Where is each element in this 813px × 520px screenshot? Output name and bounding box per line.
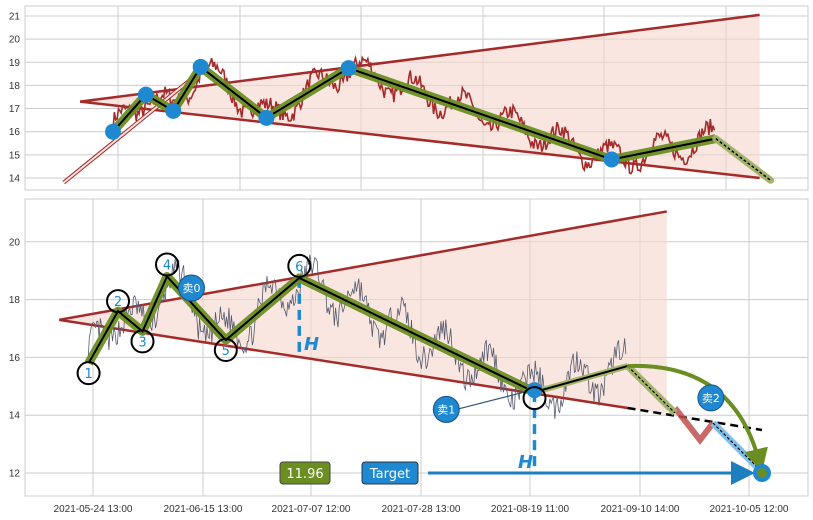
value-badge: 11.96 <box>279 461 331 485</box>
pivot-marker <box>165 102 182 119</box>
x-tick-label: 2021-05-24 13:00 <box>54 504 133 515</box>
wave-line-last <box>534 365 628 394</box>
x-tick-label: 2021-10-05 12:00 <box>710 504 789 515</box>
pivot-circle <box>76 361 101 386</box>
signal-marker <box>432 395 460 423</box>
y-tick-label: 14 <box>9 411 21 422</box>
target-marker-inner <box>757 468 767 478</box>
pivot-label: 5 <box>222 344 230 359</box>
pivot-label: 2 <box>114 295 122 310</box>
signal-label: 卖1 <box>437 403 455 416</box>
pivot-label: 6 <box>295 260 303 275</box>
y-tick-label: 12 <box>9 469 21 480</box>
wave-pivot-2: 2 <box>106 289 130 314</box>
pivot-circle <box>130 329 155 354</box>
y-tick-label: 14 <box>9 173 21 184</box>
signal-marker <box>697 384 725 412</box>
y-tick-label: 18 <box>9 81 21 92</box>
wave-pivot-4: 4 <box>155 252 179 277</box>
pivot-label: 3 <box>138 335 146 350</box>
height-label-1: H <box>304 334 319 355</box>
projection-line-green <box>627 365 676 414</box>
pivot-label: 1 <box>84 367 92 382</box>
pivot-marker <box>258 109 275 126</box>
lower-line-extension <box>627 406 763 432</box>
projection-dip <box>672 406 716 445</box>
pivot-marker <box>526 382 543 399</box>
sell-signal-0: 卖0 <box>178 274 205 302</box>
pivot-marker <box>137 86 154 103</box>
wave-pivot-6: 6 <box>287 253 312 278</box>
y-tick-label: 16 <box>9 127 21 138</box>
x-tick-label: 2021-07-07 12:00 <box>272 504 351 515</box>
y-tick-label: 16 <box>9 353 21 364</box>
y-tick-label: 20 <box>9 237 21 248</box>
x-tick-label: 2021-08-19 11:00 <box>491 504 570 515</box>
pivot-label: 4 <box>163 258 171 273</box>
signal-marker <box>178 274 205 302</box>
wave-pivot-1: 1 <box>76 361 101 386</box>
signal-pointer <box>456 390 529 411</box>
pivot-circle <box>106 289 130 314</box>
pivot-marker <box>105 123 121 140</box>
target-badge: Target <box>361 461 419 485</box>
triangle-upper-line <box>79 13 760 103</box>
trend-arrow <box>63 66 207 184</box>
y-tick-label: 20 <box>9 35 21 46</box>
target-value: 11.96 <box>286 467 323 482</box>
signal-label: 卖0 <box>183 282 201 295</box>
pivot-circle <box>213 338 238 363</box>
y-tick-label: 17 <box>9 104 21 115</box>
pivot-circle <box>522 386 547 411</box>
pivot-circle <box>287 253 312 278</box>
y-tick-label: 21 <box>9 12 21 23</box>
top-panel: 14 15 16 17 18 19 20 21 <box>9 5 809 191</box>
y-tick-label: 19 <box>9 58 21 69</box>
sell-signal-1: 卖1 <box>432 395 460 423</box>
pivot-marker <box>340 60 357 77</box>
sell-signal-2: 卖2 <box>697 384 725 412</box>
signal-label: 卖2 <box>702 392 720 405</box>
projection-line <box>715 138 772 181</box>
target-label: Target <box>369 467 410 482</box>
pivot-marker <box>192 58 209 75</box>
pivot-circle <box>155 252 179 277</box>
wave-pivot-3: 3 <box>130 329 155 354</box>
y-tick-label: 18 <box>9 295 21 306</box>
triangle-lower-line <box>79 100 760 180</box>
price-line <box>112 54 716 175</box>
wave-pivot-5: 5 <box>213 338 238 363</box>
x-tick-label: 2021-09-10 14:00 <box>601 504 680 515</box>
y-tick-label: 15 <box>9 150 21 161</box>
x-tick-label: 2021-06-15 13:00 <box>164 504 243 515</box>
pivot-marker <box>603 151 620 168</box>
x-tick-label: 2021-07-28 13:00 <box>382 504 461 515</box>
annotations: 11.96 Target H H <box>279 334 533 485</box>
height-label-2: H <box>518 452 533 473</box>
